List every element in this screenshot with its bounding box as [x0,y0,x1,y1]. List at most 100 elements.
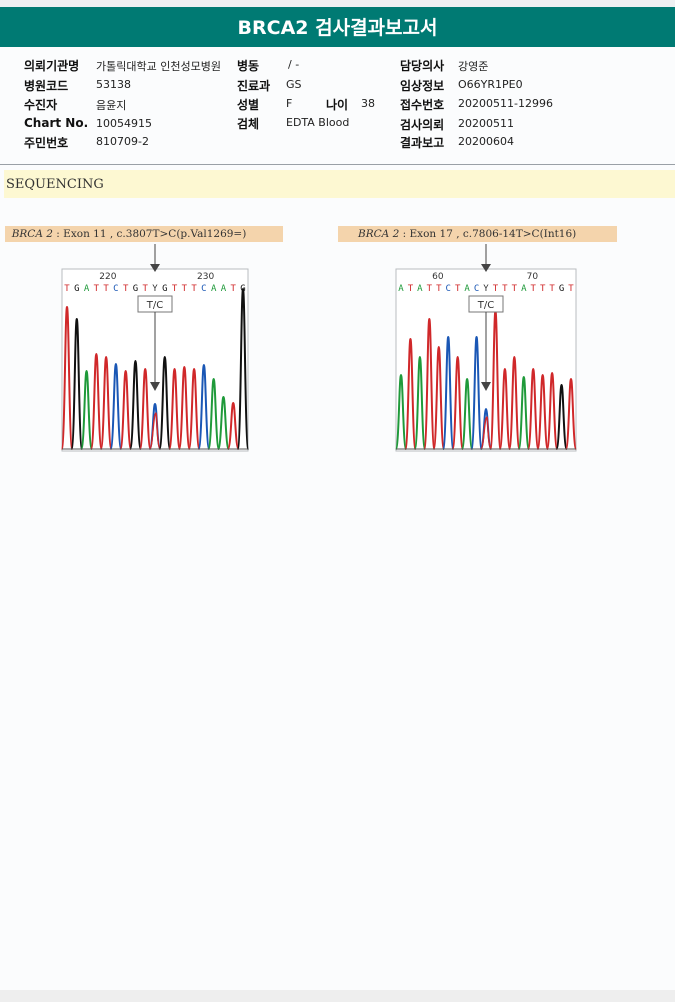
trace-peak [404,337,417,450]
base-letter: T [103,284,109,294]
trace-peak [432,345,445,450]
base-letter: A [521,284,527,294]
patient-value: 음윤지 [96,99,127,112]
trace-peak [545,371,559,450]
trace-peak [207,377,221,450]
base-letter: T [502,284,508,294]
sequencing-section-bar [4,170,675,198]
base-letter: G [559,284,564,294]
base-letter: T [540,284,546,294]
base-letter: A [221,284,227,294]
divider [0,164,675,165]
base-letter: T [549,284,555,294]
trace-peak [119,369,133,450]
base-letter: T [493,284,499,294]
call-arrow-icon [481,382,491,391]
hospital-code-value: 53138 [96,78,131,91]
result-report-value: 20200604 [458,135,514,148]
ward-value: / - [288,58,300,71]
position-left: 220 [99,272,116,282]
test-request-value: 20200511 [458,117,514,130]
base-letter: A [417,284,423,294]
call-label: T/C [146,300,163,311]
base-letter: C [446,284,451,294]
trace-peak [177,365,191,450]
sex-label: 성별 [237,98,260,112]
chart-no-value: 10054915 [96,117,152,130]
base-letter: T [64,284,70,294]
trace-peak [394,373,408,450]
trace-peak [470,335,483,450]
result-report-label: 결과보고 [400,136,445,150]
base-letter: T [531,284,537,294]
trace-peak [70,317,84,450]
position-right: 70 [527,272,539,282]
variant-desc-1: : Exon 11 , c.3807T>C(p.Val1269=) [52,228,247,240]
accession-value: 20200511-12996 [458,97,553,110]
chromatogram-2: 60 70A T A T T C T A C Y T T T A T T T G TT/C [394,244,578,452]
resident-no-label: 주민번호 [24,136,69,150]
base-letter: T [408,284,414,294]
doctor-label: 담당의사 [400,59,445,73]
trace-peak [555,383,568,450]
variant-desc-2: : Exon 17 , c.7806-14T>C(Int16) [399,228,577,240]
base-letter: A [464,284,470,294]
accession-label: 접수번호 [400,98,445,112]
trace-peak [226,401,240,450]
trace-peak [508,355,521,450]
resident-no-value: 810709-2 [96,135,149,148]
base-letter: T [231,284,237,294]
hospital-code-label: 병원코드 [24,79,69,93]
base-letter: T [512,284,518,294]
sequencing-title: SEQUENCING [6,177,104,192]
trace-peak-secondary [148,412,162,450]
trace-peak [99,355,113,450]
base-letter: T [427,284,433,294]
specimen-label: 검체 [237,117,260,131]
bottom-strip [0,990,675,1002]
clinical-info-value: O66YR1PE0 [458,78,523,91]
base-letter: T [182,284,188,294]
requesting-institution-label: 의뢰기관명 [24,59,80,73]
trace-peak [498,367,512,450]
trace-peak [460,377,474,450]
department-label: 진료과 [237,79,271,93]
trace-peak [187,367,201,450]
patient-label: 수진자 [24,98,58,112]
trace-peak [158,355,172,450]
top-arrow-icon [481,264,491,272]
base-letter: C [113,284,118,294]
base-letter: A [211,284,217,294]
variant-label-1: BRCA 2 : Exon 11 , c.3807T>C(p.Val1269=) [5,226,283,242]
trace-peak [109,362,123,450]
doctor-value: 강영준 [458,60,489,73]
chart-no-label: Chart No. [24,116,89,130]
base-letter: T [191,284,197,294]
trace-peak [138,367,152,450]
variant-label-2: BRCA 2 : Exon 17 , c.7806-14T>C(Int16) [338,226,617,242]
trace-peak [168,367,181,450]
base-letter: T [436,284,442,294]
clinical-info-label: 임상정보 [400,79,445,93]
call-label: T/C [477,300,494,311]
trace-peak [423,317,436,450]
trace-peak [413,355,427,450]
trace-peak [564,377,578,450]
position-right: 230 [197,272,214,282]
base-letter: A [84,284,90,294]
trace-peak [451,355,464,450]
ward-label: 병동 [237,59,260,73]
trace-peak-secondary [480,416,492,450]
gene-name-1: BRCA 2 [11,228,53,240]
base-letter: A [398,284,404,294]
base-letter: T [94,284,100,294]
department-value: GS [286,78,302,91]
top-strip [0,0,675,7]
base-letter: C [201,284,206,294]
position-left: 60 [432,272,444,282]
base-letter: Y [483,284,489,294]
trace-peak [197,363,211,450]
base-letter: G [74,284,79,294]
test-request-label: 검사의뢰 [400,118,445,132]
